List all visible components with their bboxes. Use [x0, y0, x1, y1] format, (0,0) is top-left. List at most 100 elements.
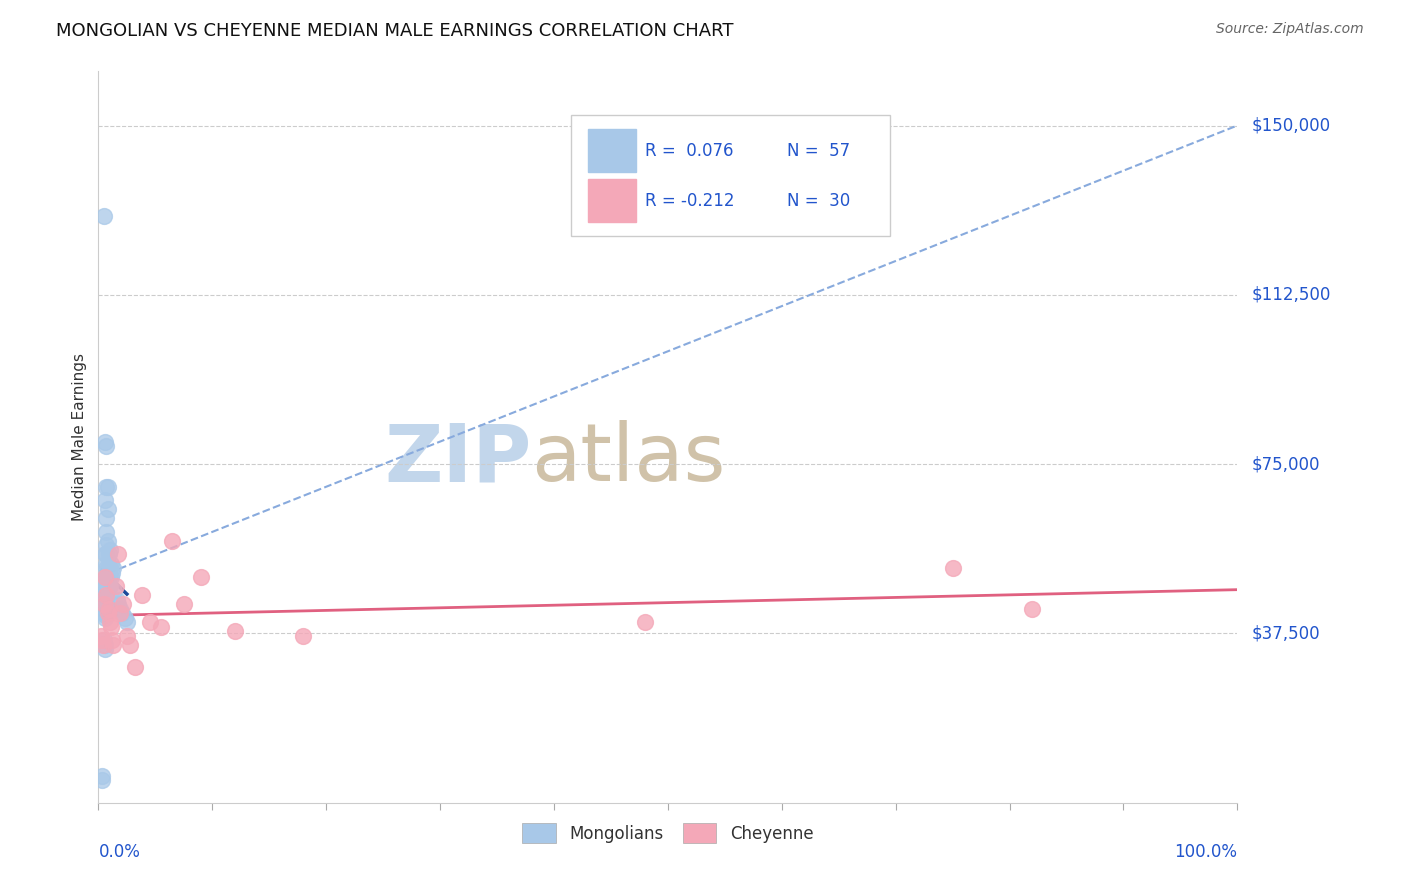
- Point: [150, 620, 173, 634]
- Text: ZIP: ZIP: [384, 420, 531, 498]
- Point: [96, 570, 118, 584]
- Point: [224, 624, 246, 639]
- Point: [96, 439, 118, 453]
- Text: N =  57: N = 57: [787, 142, 851, 160]
- Point: [120, 638, 142, 652]
- Point: [98, 615, 121, 630]
- Point: [96, 480, 118, 494]
- FancyBboxPatch shape: [588, 129, 636, 172]
- Text: 0.0%: 0.0%: [98, 843, 141, 861]
- Point: [96, 592, 118, 607]
- Point: [94, 642, 117, 657]
- Text: atlas: atlas: [531, 420, 725, 498]
- Point: [96, 533, 118, 548]
- Point: [96, 548, 118, 562]
- Text: $150,000: $150,000: [1251, 117, 1330, 135]
- Point: [96, 574, 118, 589]
- Text: R =  0.076: R = 0.076: [645, 142, 734, 160]
- Point: [292, 629, 315, 643]
- Point: [96, 588, 118, 602]
- Point: [96, 561, 118, 575]
- Point: [94, 583, 117, 598]
- Point: [107, 597, 129, 611]
- Point: [91, 638, 114, 652]
- Point: [634, 615, 657, 630]
- FancyBboxPatch shape: [571, 115, 890, 235]
- Point: [190, 570, 212, 584]
- Text: R = -0.212: R = -0.212: [645, 192, 734, 210]
- Point: [138, 615, 160, 630]
- Point: [90, 769, 112, 783]
- Point: [94, 592, 117, 607]
- Point: [103, 583, 125, 598]
- Point: [105, 592, 128, 607]
- Point: [114, 610, 136, 624]
- Point: [101, 566, 124, 580]
- Point: [162, 533, 184, 548]
- Point: [107, 548, 129, 562]
- Point: [90, 633, 112, 648]
- Point: [173, 597, 195, 611]
- Point: [94, 588, 117, 602]
- Point: [94, 493, 117, 508]
- Point: [96, 557, 118, 571]
- Point: [94, 608, 117, 623]
- Point: [97, 548, 120, 562]
- Point: [96, 524, 118, 539]
- Text: N =  30: N = 30: [787, 192, 851, 210]
- Point: [93, 597, 115, 611]
- Point: [111, 606, 134, 620]
- Point: [94, 604, 117, 618]
- Point: [96, 538, 118, 552]
- Point: [124, 660, 146, 674]
- Point: [131, 588, 153, 602]
- Point: [96, 511, 118, 525]
- Point: [96, 606, 118, 620]
- Text: $37,500: $37,500: [1251, 624, 1320, 642]
- Point: [1021, 601, 1043, 615]
- Point: [108, 606, 131, 620]
- Point: [942, 561, 965, 575]
- Point: [94, 548, 117, 562]
- Point: [94, 606, 117, 620]
- Point: [101, 633, 124, 648]
- Point: [94, 610, 117, 624]
- Point: [97, 601, 120, 615]
- FancyBboxPatch shape: [588, 179, 636, 222]
- Point: [115, 629, 138, 643]
- Point: [100, 620, 122, 634]
- Point: [93, 209, 115, 223]
- Text: $112,500: $112,500: [1251, 285, 1330, 304]
- Point: [96, 579, 118, 593]
- Point: [94, 595, 117, 609]
- Point: [103, 638, 125, 652]
- Point: [96, 561, 118, 575]
- Point: [94, 601, 117, 615]
- Text: $75,000: $75,000: [1251, 455, 1320, 473]
- Point: [98, 561, 121, 575]
- Point: [96, 588, 118, 602]
- Point: [97, 579, 120, 593]
- Point: [100, 570, 122, 584]
- Point: [112, 597, 135, 611]
- Text: MONGOLIAN VS CHEYENNE MEDIAN MALE EARNINGS CORRELATION CHART: MONGOLIAN VS CHEYENNE MEDIAN MALE EARNIN…: [56, 22, 734, 40]
- Point: [108, 601, 131, 615]
- Point: [94, 597, 117, 611]
- Text: Source: ZipAtlas.com: Source: ZipAtlas.com: [1216, 22, 1364, 37]
- Point: [94, 434, 117, 449]
- Point: [98, 543, 121, 558]
- Point: [98, 579, 121, 593]
- Point: [94, 570, 117, 584]
- Point: [100, 557, 122, 571]
- Point: [97, 570, 120, 584]
- Point: [115, 615, 138, 630]
- Point: [93, 633, 115, 648]
- Point: [94, 638, 117, 652]
- Legend: Mongolians, Cheyenne: Mongolians, Cheyenne: [516, 817, 820, 849]
- Point: [94, 599, 117, 614]
- Point: [96, 502, 118, 516]
- Y-axis label: Median Male Earnings: Median Male Earnings: [72, 353, 87, 521]
- Point: [103, 561, 125, 575]
- Point: [90, 773, 112, 788]
- Point: [104, 579, 127, 593]
